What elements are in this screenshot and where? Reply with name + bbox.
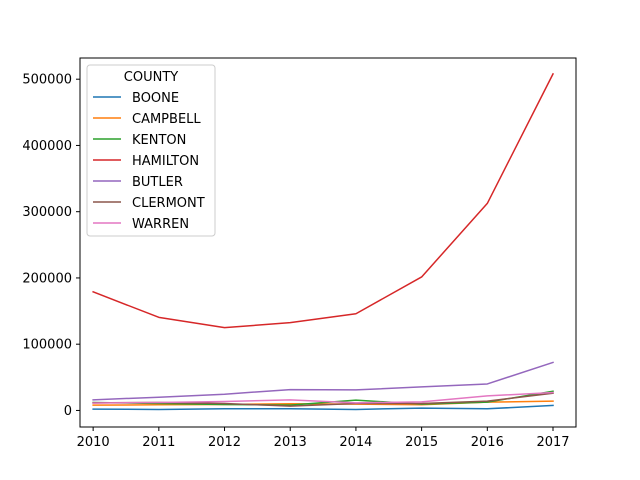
x-axis: 2010 2011 2012 2013 2014 2015 2016 2017: [77, 427, 570, 450]
y-tick-label: 400000: [22, 139, 72, 154]
legend: COUNTY BOONE CAMPBELL KENTON HAMILTON BUTLER…: [86, 64, 216, 237]
legend-label: HAMILTON: [132, 154, 199, 169]
y-tick-label: 500000: [22, 73, 72, 88]
axes-frame: [79, 57, 577, 428]
series-line-warren: [92, 391, 554, 404]
legend-label: WARREN: [132, 217, 189, 232]
x-tick-label: 2011: [142, 435, 175, 450]
legend-label: BOONE: [132, 91, 179, 106]
series-line-boone: [92, 404, 554, 411]
y-axis: 0 100000 200000 300000 400000 500000: [22, 73, 80, 419]
legend-title: COUNTY: [124, 70, 178, 85]
y-tick-label: 200000: [22, 271, 72, 286]
x-tick-label: 2013: [274, 435, 307, 450]
legend-entries: BOONE CAMPBELL KENTON HAMILTON BUTLER CLERMON…: [93, 91, 205, 232]
legend-label: CAMPBELL: [132, 112, 201, 127]
legend-label: KENTON: [132, 133, 186, 148]
series-line-kenton: [92, 390, 554, 406]
x-tick-label: 2012: [208, 435, 241, 450]
legend-box: [86, 64, 216, 237]
legend-label: CLERMONT: [132, 196, 205, 211]
x-tick-label: 2015: [405, 435, 438, 450]
x-tick-label: 2016: [471, 435, 504, 450]
x-tick-label: 2010: [77, 435, 110, 450]
x-tick-label: 2014: [339, 435, 372, 450]
x-tick-label: 2017: [536, 435, 569, 450]
y-tick-label: 300000: [22, 205, 72, 220]
y-tick-label: 0: [64, 404, 72, 419]
legend-label: BUTLER: [132, 175, 183, 190]
series-line-hamilton: [92, 72, 555, 329]
series-line-butler: [92, 361, 554, 401]
y-tick-label: 100000: [22, 338, 72, 353]
series-layer: [92, 72, 555, 411]
